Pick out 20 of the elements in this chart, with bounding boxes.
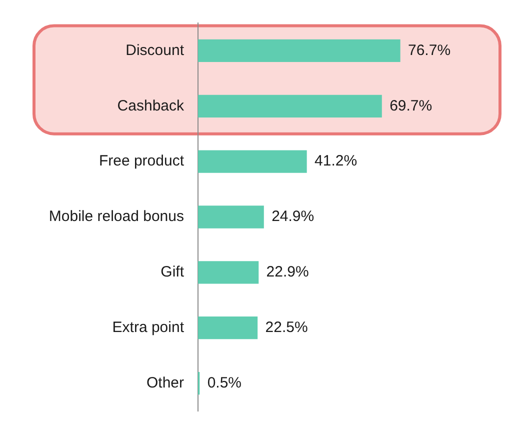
data-label: 22.9%: [266, 264, 309, 281]
bar: [198, 206, 264, 228]
bar: [198, 94, 382, 118]
y-tick-label: Mobile reload bonus: [48, 208, 184, 226]
data-label: 69.7%: [390, 97, 432, 114]
bar: [198, 316, 258, 340]
y-tick-label: Other: [146, 374, 184, 392]
bar: [198, 261, 259, 284]
y-tick-label: Extra point: [112, 319, 185, 336]
y-tick-label: Cashback: [117, 97, 184, 114]
y-tick-label: Free product: [98, 152, 185, 170]
bar: [198, 39, 400, 62]
bar: [198, 150, 307, 173]
data-label: 41.2%: [314, 152, 358, 170]
data-label: 24.9%: [272, 208, 314, 226]
y-tick-label: Discount: [126, 42, 185, 59]
data-label: 76.7%: [408, 42, 451, 59]
data-label: 0.5%: [207, 374, 242, 392]
data-label: 22.5%: [265, 319, 308, 336]
y-tick-label: Gift: [160, 264, 185, 281]
